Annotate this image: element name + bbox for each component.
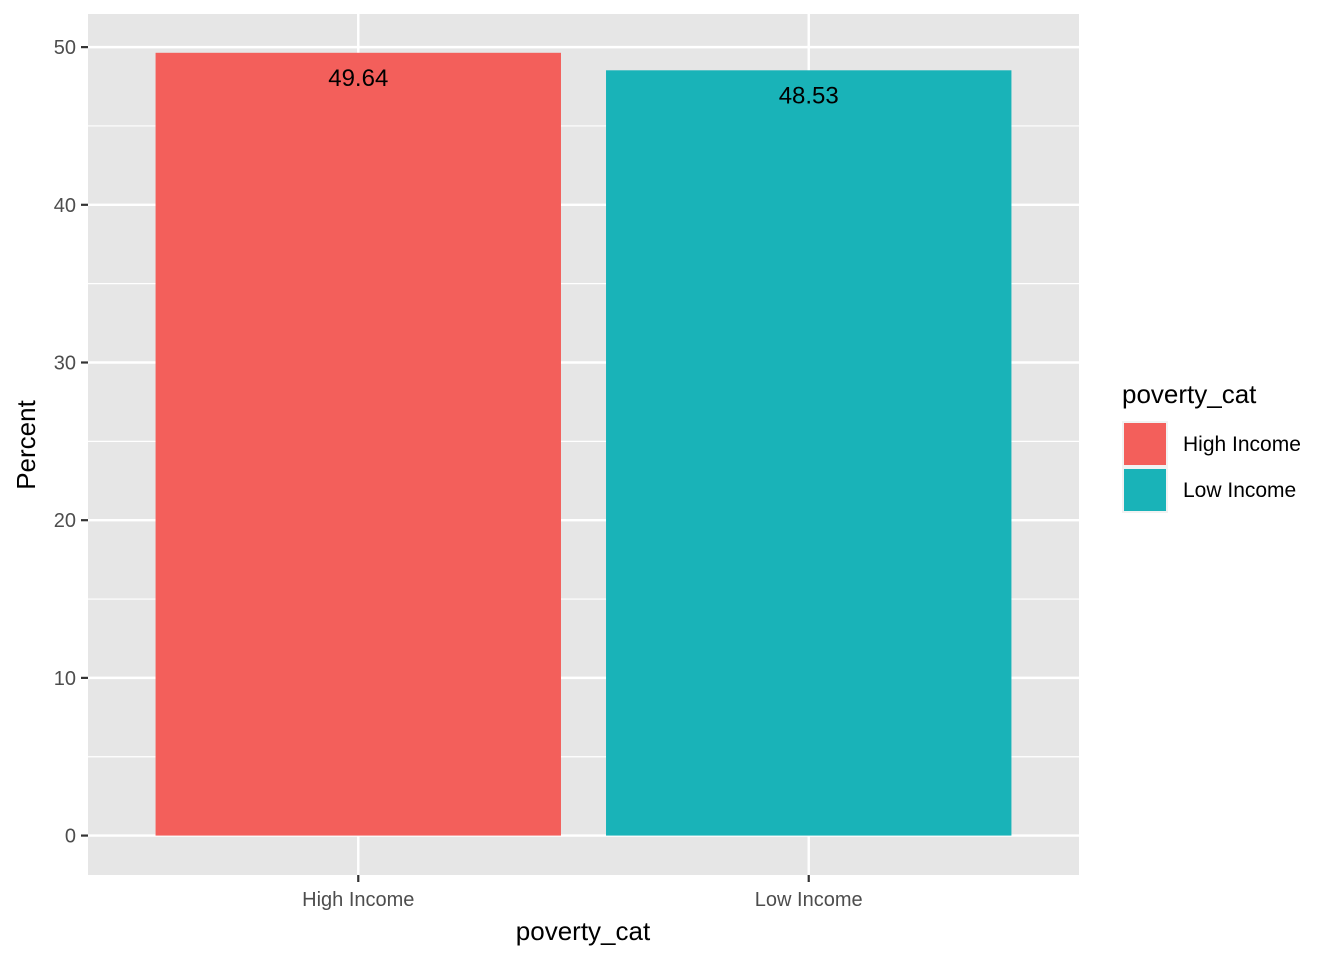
bar-low-income (606, 70, 1012, 836)
y-axis: 0 10 20 30 40 50 (54, 37, 88, 848)
y-tick-label: 50 (54, 37, 76, 59)
legend-swatch (1124, 423, 1166, 465)
legend-entries: High Income Low Income (1122, 421, 1301, 513)
data-labels: 49.64 48.53 (328, 65, 839, 110)
y-tick-label: 10 (54, 668, 76, 690)
y-tick-label: 30 (54, 353, 76, 375)
y-axis-title: Percent (11, 399, 41, 489)
data-label: 48.53 (779, 82, 839, 109)
y-tick-label: 0 (65, 826, 76, 848)
legend: poverty_cat High Income Low Income (1122, 379, 1301, 513)
y-tick-label: 20 (54, 510, 76, 532)
legend-label: Low Income (1183, 479, 1296, 502)
bars (155, 52, 1012, 836)
y-tick-label: 40 (54, 195, 76, 217)
x-tick-label: High Income (302, 889, 414, 911)
bar-high-income (155, 52, 561, 836)
data-label: 49.64 (328, 65, 388, 92)
legend-title: poverty_cat (1122, 379, 1257, 409)
legend-swatch (1124, 469, 1166, 511)
x-tick-label: Low Income (755, 889, 863, 911)
legend-label: High Income (1183, 433, 1301, 456)
x-axis-title: poverty_cat (516, 916, 651, 946)
x-axis: High Income Low Income (302, 875, 863, 911)
